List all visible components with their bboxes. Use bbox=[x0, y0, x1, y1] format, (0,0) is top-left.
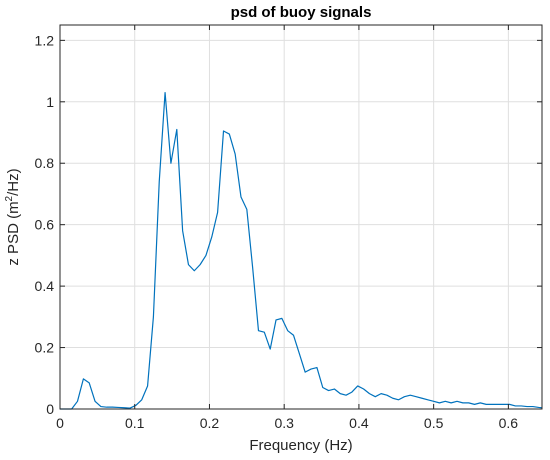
y-axis-label: z PSD (m2/Hz) bbox=[4, 168, 22, 265]
plot-frame bbox=[59, 24, 543, 410]
x-tick-label: 0.6 bbox=[499, 415, 519, 431]
y-tick-label: 0.8 bbox=[35, 155, 55, 171]
y-axis-label-superscript: 2 bbox=[4, 195, 15, 201]
y-tick-labels: 0 0.2 0.4 0.6 0.8 1 1.2 bbox=[35, 32, 55, 417]
x-tick-label: 0.1 bbox=[125, 415, 145, 431]
y-axis-label-suffix: /Hz) bbox=[5, 168, 22, 196]
y-tick-label: 1.2 bbox=[35, 32, 55, 48]
series-layer bbox=[60, 91, 543, 410]
y-axis-label-prefix: z PSD (m bbox=[5, 201, 22, 265]
y-tick-label: 0.4 bbox=[35, 278, 55, 294]
x-axis-label: Frequency (Hz) bbox=[249, 437, 352, 454]
x-tick-label: 0.3 bbox=[274, 415, 294, 431]
y-tick-label: 0.6 bbox=[35, 217, 55, 233]
chart-title: psd of buoy signals bbox=[231, 4, 372, 21]
x-tick-label: 0.2 bbox=[200, 415, 220, 431]
x-tick-label: 0.5 bbox=[424, 415, 444, 431]
x-tick-label: 0 bbox=[56, 415, 64, 431]
grid-lines bbox=[59, 25, 542, 410]
psd-series-line bbox=[60, 91, 543, 410]
y-tick-label: 1 bbox=[46, 94, 54, 110]
y-tick-label: 0 bbox=[46, 401, 54, 417]
x-tick-label: 0.4 bbox=[349, 415, 369, 431]
x-tick-labels: 0 0.1 0.2 0.3 0.4 0.5 0.6 bbox=[56, 415, 518, 431]
tick-marks bbox=[59, 25, 542, 410]
y-tick-label: 0.2 bbox=[35, 340, 55, 356]
